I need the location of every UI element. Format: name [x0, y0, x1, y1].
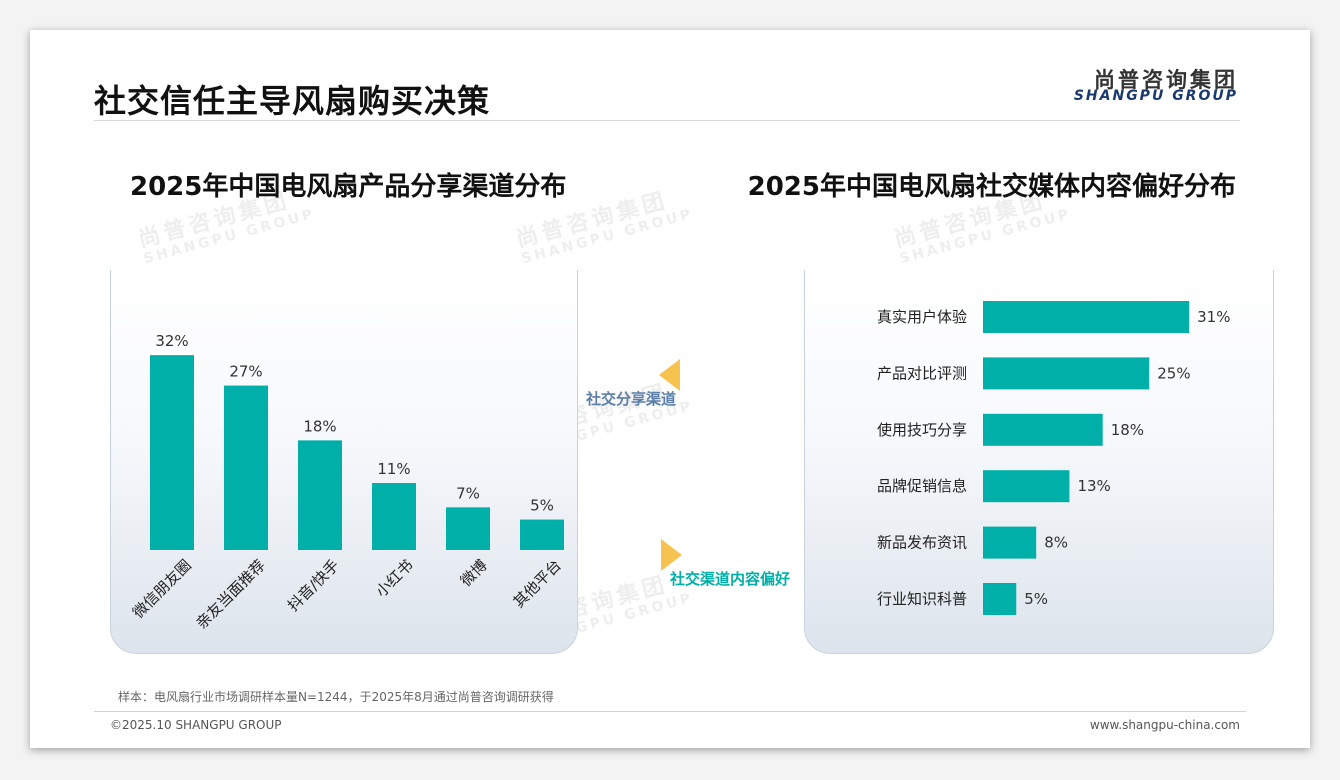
- right-section-tag: 社交渠道内容偏好: [670, 570, 791, 588]
- category-label: 抖音/快手: [284, 556, 343, 615]
- logo-chinese: 尚普咨询集团: [1094, 68, 1238, 92]
- data-label: 7%: [456, 484, 480, 502]
- bar: [446, 507, 490, 550]
- left-arrow-icon: [659, 359, 680, 391]
- category-label: 行业知识科普: [877, 590, 967, 608]
- category-label: 产品对比评测: [877, 364, 967, 382]
- page-title: 社交信任主导风扇购买决策: [94, 82, 491, 120]
- category-label: 亲友当面推荐: [192, 556, 268, 632]
- category-label: 小红书: [372, 556, 417, 601]
- data-label: 32%: [155, 332, 188, 350]
- category-label: 品牌促销信息: [877, 477, 967, 495]
- category-label: 新品发布资讯: [877, 534, 967, 552]
- left-chart-title: 2025年中国电风扇产品分享渠道分布: [130, 172, 567, 202]
- bar: [983, 526, 1037, 559]
- data-label: 8%: [1044, 534, 1068, 552]
- right-arrow-icon: [661, 539, 682, 571]
- data-label: 5%: [530, 497, 554, 515]
- data-label: 31%: [1197, 308, 1230, 326]
- category-label: 微博: [457, 556, 491, 590]
- bar: [983, 301, 1190, 333]
- bar: [224, 385, 268, 550]
- logo-english: SHANGPU GROUP: [1073, 88, 1238, 104]
- footer-divider: [94, 711, 1246, 712]
- header-divider: [94, 120, 1240, 121]
- category-label: 微信朋友圈: [129, 556, 195, 622]
- left-section-tag: 社交分享渠道: [586, 390, 677, 408]
- bar: [298, 440, 342, 550]
- left-chart-panel: 32% 微信朋友圈 27% 亲友当面推荐 18% 抖音/快手 11% 小红书 7% 微博 5% 其他平…: [110, 270, 578, 654]
- data-label: 25%: [1157, 364, 1190, 382]
- bar: [983, 357, 1150, 390]
- right-chart-title: 2025年中国电风扇社交媒体内容偏好分布: [747, 172, 1236, 202]
- bar: [372, 483, 416, 550]
- category-label: 真实用户体验: [877, 308, 967, 326]
- data-label: 11%: [377, 460, 410, 478]
- category-label: 其他平台: [510, 556, 565, 611]
- data-label: 18%: [1111, 421, 1144, 439]
- right-chart-panel: 真实用户体验 31% 产品对比评测 25% 使用技巧分享 18% 品牌促销信息 13% 新品发布…: [804, 270, 1274, 654]
- bar: [520, 519, 564, 550]
- bar: [150, 355, 194, 550]
- bar: [983, 413, 1103, 446]
- bar: [983, 583, 1017, 615]
- data-label: 13%: [1077, 477, 1110, 495]
- slide: 社交信任主导风扇购买决策 尚普咨询集团 SHANGPU GROUP 尚普咨询集团…: [30, 30, 1310, 748]
- right-bar-chart: 真实用户体验 31% 产品对比评测 25% 使用技巧分享 18% 品牌促销信息 13% 新品发布…: [877, 301, 1230, 615]
- left-bar-chart: 32% 微信朋友圈 27% 亲友当面推荐 18% 抖音/快手 11% 小红书 7% 微博 5% 其他平…: [129, 332, 565, 632]
- data-label: 18%: [303, 417, 336, 435]
- category-label: 使用技巧分享: [877, 421, 967, 439]
- footer-website: www.shangpu-china.com: [1089, 718, 1240, 732]
- data-label: 5%: [1024, 590, 1048, 608]
- bar: [983, 470, 1070, 503]
- footer-copyright: ©2025.10 SHANGPU GROUP: [110, 718, 282, 732]
- sample-note: 样本：电风扇行业市场调研样本量N=1244，于2025年8月通过尚普咨询调研获得: [118, 690, 554, 704]
- data-label: 27%: [229, 363, 262, 381]
